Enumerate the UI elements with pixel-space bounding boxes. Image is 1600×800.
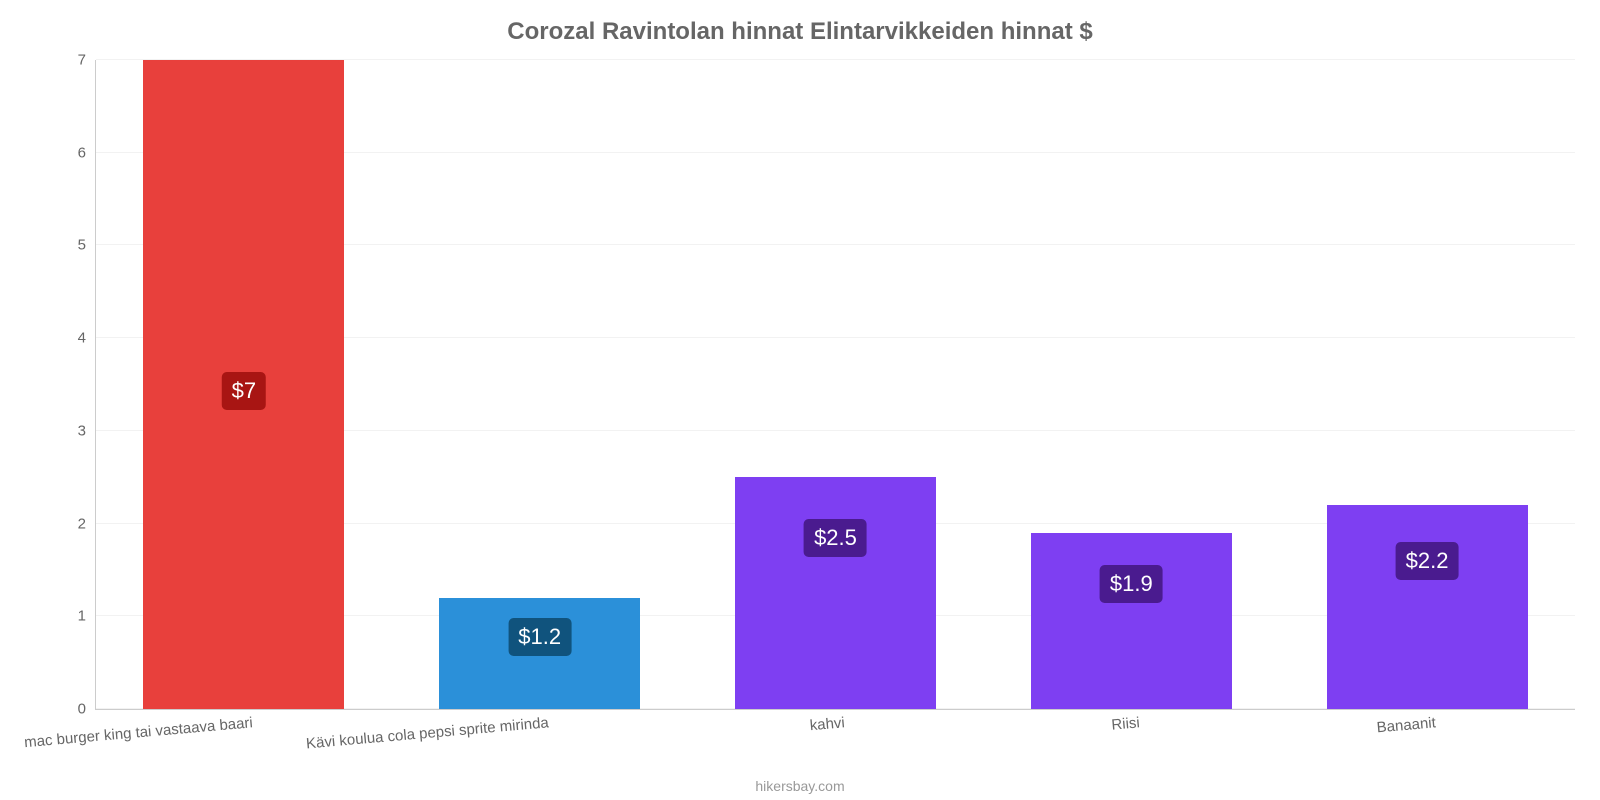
y-tick-label: 6 <box>78 144 86 161</box>
bar-value-label: $2.2 <box>1396 542 1459 580</box>
plot-wrapper: 01234567$7mac burger king tai vastaava b… <box>95 60 1575 710</box>
bar-value-label: $7 <box>222 372 266 410</box>
y-tick-label: 4 <box>78 330 86 347</box>
y-tick-label: 2 <box>78 515 86 532</box>
x-tick-label: Riisi <box>840 714 1140 757</box>
y-tick-label: 3 <box>78 422 86 439</box>
y-tick-label: 1 <box>78 608 86 625</box>
bar-value-label: $2.5 <box>804 519 867 557</box>
x-tick-label: Kävi koulua cola pepsi sprite mirinda <box>249 714 549 757</box>
bar-value-label: $1.9 <box>1100 565 1163 603</box>
bar: $2.5 <box>735 477 936 709</box>
y-tick-label: 0 <box>78 701 86 718</box>
x-tick-label: kahvi <box>545 714 845 757</box>
plot-area: 01234567$7mac burger king tai vastaava b… <box>95 60 1575 710</box>
bar: $1.9 <box>1031 533 1232 709</box>
chart-title: Corozal Ravintolan hinnat Elintarvikkeid… <box>0 0 1600 46</box>
bar: $2.2 <box>1327 505 1528 709</box>
source-text: hikersbay.com <box>755 778 844 794</box>
x-tick-label: mac burger king tai vastaava baari <box>0 714 253 757</box>
bar-value-label: $1.2 <box>508 618 571 656</box>
bar: $7 <box>143 60 344 709</box>
x-tick-label: Banaanit <box>1136 714 1436 757</box>
bar: $1.2 <box>439 598 640 709</box>
y-tick-label: 5 <box>78 237 86 254</box>
y-tick-label: 7 <box>78 52 86 69</box>
